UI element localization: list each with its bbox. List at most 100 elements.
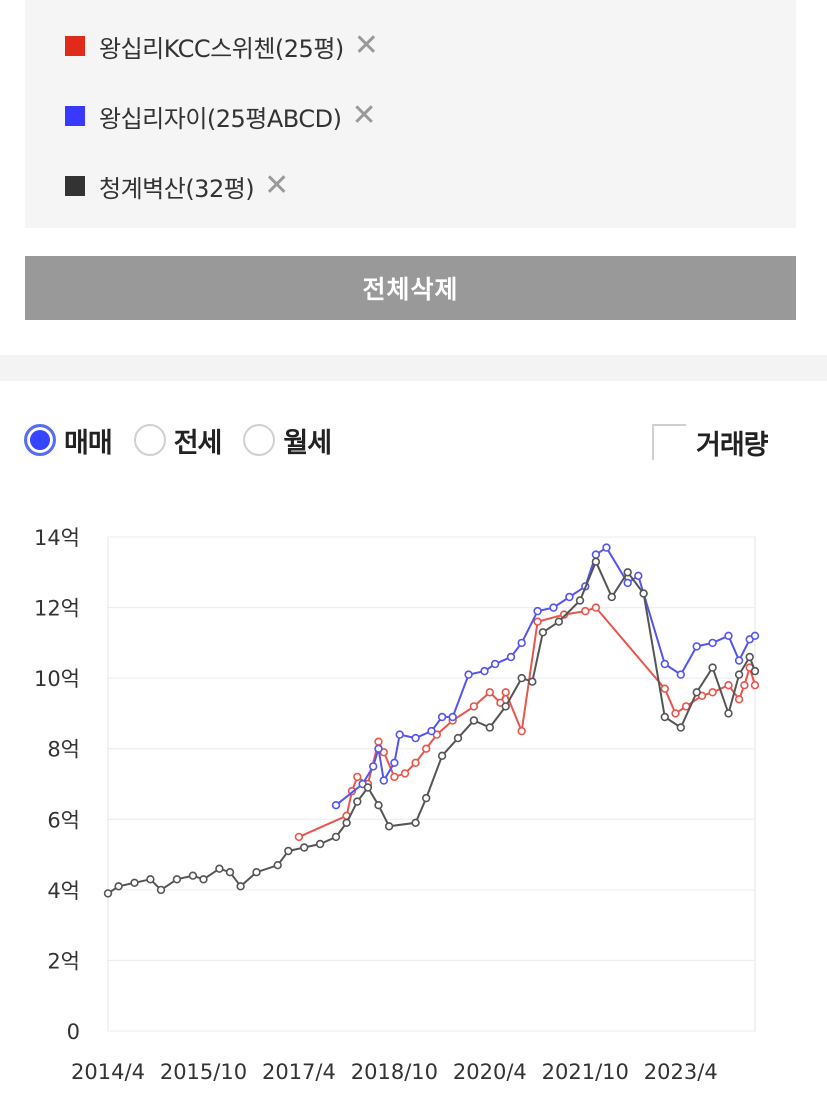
data-point[interactable] (172, 875, 182, 884)
data-point[interactable] (634, 571, 643, 581)
data-point[interactable] (501, 702, 510, 711)
data-point[interactable] (469, 716, 479, 725)
data-point[interactable] (676, 670, 685, 679)
data-point[interactable] (724, 681, 733, 690)
radio-checked-icon[interactable] (24, 424, 56, 456)
data-point[interactable] (538, 628, 548, 637)
data-point[interactable] (300, 843, 309, 852)
data-point[interactable] (390, 758, 399, 767)
data-point[interactable] (676, 723, 685, 732)
data-point[interactable] (342, 818, 351, 827)
data-point[interactable] (379, 776, 388, 785)
data-point[interactable] (448, 712, 457, 722)
data-point[interactable] (734, 695, 744, 704)
data-point[interactable] (374, 801, 383, 810)
data-point[interactable] (575, 596, 585, 605)
data-point[interactable] (623, 578, 632, 588)
data-point[interactable] (331, 801, 341, 810)
data-point[interactable] (331, 832, 341, 842)
data-point[interactable] (740, 681, 749, 690)
data-point[interactable] (559, 610, 569, 619)
data-point[interactable] (374, 737, 383, 746)
data-point[interactable] (607, 592, 616, 602)
radio-unchecked-icon[interactable] (243, 424, 276, 456)
radio-option-jeonse[interactable]: 전세 (133, 421, 222, 460)
data-point[interactable] (390, 772, 399, 782)
data-point[interactable] (660, 712, 669, 722)
checkbox-icon[interactable] (652, 424, 686, 460)
data-point[interactable] (692, 688, 701, 697)
data-point[interactable] (437, 751, 447, 761)
radio-option-monthly[interactable]: 월세 (243, 421, 332, 460)
data-point[interactable] (400, 769, 410, 778)
data-point[interactable] (411, 758, 420, 767)
data-point[interactable] (236, 882, 245, 891)
data-point[interactable] (750, 666, 760, 676)
data-point[interactable] (453, 733, 463, 743)
data-point[interactable] (490, 659, 500, 669)
data-point[interactable] (708, 688, 717, 697)
remove-icon[interactable]: ✕ (353, 28, 379, 63)
data-point[interactable] (156, 885, 166, 895)
data-point[interactable] (639, 589, 648, 598)
delete-all-button[interactable]: 전체삭제 (25, 256, 796, 320)
data-point[interactable] (294, 832, 304, 842)
data-point[interactable] (485, 723, 494, 732)
data-point[interactable] (130, 878, 139, 887)
data-point[interactable] (199, 875, 208, 884)
data-point[interactable] (395, 730, 404, 739)
data-point[interactable] (103, 889, 113, 898)
data-point[interactable] (528, 677, 537, 686)
data-point[interactable] (469, 702, 479, 711)
data-point[interactable] (623, 568, 632, 577)
data-point[interactable] (708, 638, 717, 648)
data-point[interactable] (422, 793, 431, 803)
data-point[interactable] (549, 603, 558, 612)
volume-checkbox[interactable]: 거래량 (652, 422, 769, 462)
data-point[interactable] (708, 663, 717, 672)
data-point[interactable] (724, 631, 733, 641)
data-point[interactable] (284, 846, 293, 856)
data-point[interactable] (146, 875, 155, 884)
data-point[interactable] (750, 631, 760, 641)
data-point[interactable] (411, 818, 420, 827)
data-point[interactable] (692, 642, 701, 651)
data-point[interactable] (437, 712, 447, 722)
data-point[interactable] (215, 864, 224, 873)
data-point[interactable] (517, 638, 526, 648)
data-point[interactable] (565, 592, 574, 602)
data-point[interactable] (660, 659, 669, 669)
data-point[interactable] (506, 652, 516, 662)
data-point[interactable] (315, 839, 325, 849)
radio-unchecked-icon[interactable] (133, 424, 166, 456)
data-point[interactable] (363, 783, 373, 792)
data-point[interactable] (602, 543, 611, 552)
data-point[interactable] (422, 744, 431, 753)
data-point[interactable] (517, 726, 526, 736)
data-point[interactable] (517, 673, 526, 683)
radio-option-sale[interactable]: 매매 (24, 421, 113, 460)
data-point[interactable] (591, 557, 601, 566)
data-point[interactable] (581, 606, 590, 616)
data-point[interactable] (533, 606, 542, 616)
data-point[interactable] (225, 868, 235, 877)
data-point[interactable] (554, 617, 563, 626)
data-point[interactable] (734, 670, 744, 679)
data-point[interactable] (734, 656, 744, 665)
data-point[interactable] (464, 670, 473, 679)
data-point[interactable] (591, 603, 601, 612)
data-point[interactable] (188, 871, 198, 880)
data-point[interactable] (384, 822, 394, 831)
data-point[interactable] (671, 709, 680, 718)
data-point[interactable] (591, 550, 601, 559)
data-point[interactable] (374, 744, 383, 753)
data-point[interactable] (114, 882, 123, 891)
data-point[interactable] (724, 709, 733, 718)
data-point[interactable] (750, 681, 760, 690)
data-point[interactable] (273, 861, 282, 870)
data-point[interactable] (660, 684, 669, 693)
data-point[interactable] (533, 617, 542, 626)
data-point[interactable] (745, 652, 754, 662)
data-point[interactable] (411, 733, 420, 743)
data-point[interactable] (369, 762, 378, 771)
